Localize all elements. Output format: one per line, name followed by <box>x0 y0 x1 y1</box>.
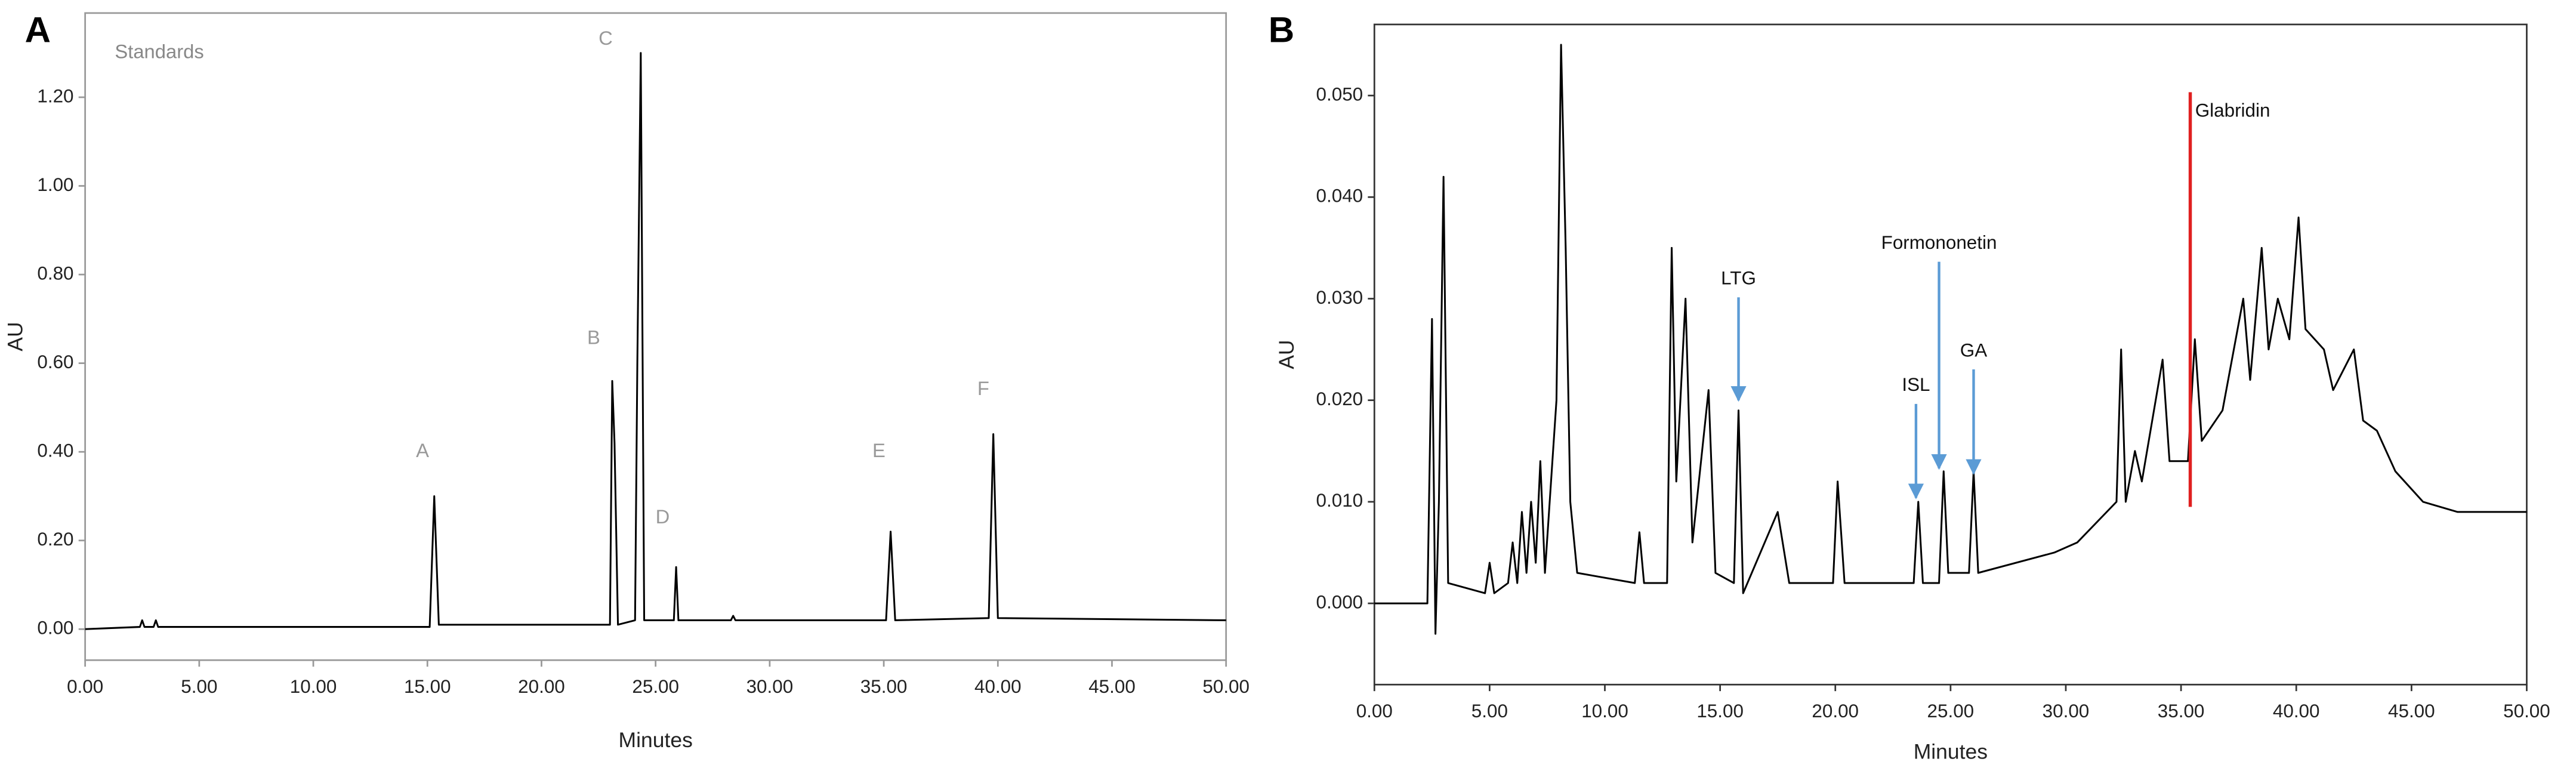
y-tick-label: 0.030 <box>1316 287 1363 308</box>
x-tick-label: 25.00 <box>1927 701 1975 721</box>
y-tick-label: 0.040 <box>1316 186 1363 206</box>
plot-frame <box>84 12 1227 661</box>
annotation: Glabridin <box>2195 100 2270 121</box>
x-tick-label: 40.00 <box>2273 701 2320 721</box>
y-tick-label: 0.40 <box>37 440 73 461</box>
panel-label: A <box>25 10 51 50</box>
annotation: GA <box>1960 340 1987 360</box>
y-tick-label: 0.80 <box>37 263 73 283</box>
x-tick-label: 40.00 <box>974 676 1022 697</box>
y-axis-label: AU <box>3 322 27 351</box>
trace <box>85 52 1226 630</box>
x-tick-label: 10.00 <box>290 676 337 697</box>
annotation: ISL <box>1902 374 1930 395</box>
y-tick-label: 0.20 <box>37 529 73 550</box>
x-tick-label: 5.00 <box>1471 701 1508 721</box>
x-tick-label: 45.00 <box>2388 701 2435 721</box>
x-tick-label: 15.00 <box>404 676 451 697</box>
y-tick-label: 0.60 <box>37 351 73 372</box>
annotation: D <box>656 505 670 528</box>
y-tick-label: 0.00 <box>37 618 73 639</box>
x-tick-label: 50.00 <box>2503 701 2550 721</box>
annotation: Standards <box>115 40 203 62</box>
y-tick-label: 0.050 <box>1316 84 1363 104</box>
y-tick-label: 0.010 <box>1316 490 1363 511</box>
annotation: F <box>977 377 989 399</box>
trace <box>1374 44 2527 635</box>
annotation: LTG <box>1721 267 1756 288</box>
annotation: A <box>416 439 429 461</box>
x-tick-label: 30.00 <box>2043 701 2090 721</box>
x-tick-label: 30.00 <box>746 676 794 697</box>
x-tick-label: 25.00 <box>632 676 679 697</box>
y-axis-label: AU <box>1275 340 1298 369</box>
x-tick-label: 0.00 <box>67 676 103 697</box>
y-tick-label: 1.00 <box>37 174 73 195</box>
annotation: C <box>599 27 613 49</box>
x-tick-label: 45.00 <box>1088 676 1136 697</box>
annotation: E <box>872 439 886 461</box>
x-axis-label: Minutes <box>619 728 693 752</box>
x-tick-label: 35.00 <box>860 676 908 697</box>
x-tick-label: 50.00 <box>1202 676 1250 697</box>
annotation: Formononetin <box>1881 232 1997 253</box>
y-tick-label: 0.000 <box>1316 591 1363 612</box>
x-tick-label: 10.00 <box>1581 701 1628 721</box>
x-tick-label: 0.00 <box>1356 701 1393 721</box>
x-tick-label: 5.00 <box>181 676 217 697</box>
x-axis-label: Minutes <box>1914 739 1988 763</box>
x-tick-label: 20.00 <box>518 676 565 697</box>
annotation: B <box>587 326 600 348</box>
x-tick-label: 15.00 <box>1696 701 1744 721</box>
panel-label: B <box>1269 10 1294 50</box>
y-tick-label: 0.020 <box>1316 388 1363 409</box>
x-tick-label: 35.00 <box>2158 701 2205 721</box>
x-tick-label: 20.00 <box>1812 701 1859 721</box>
y-tick-label: 1.20 <box>37 85 73 106</box>
